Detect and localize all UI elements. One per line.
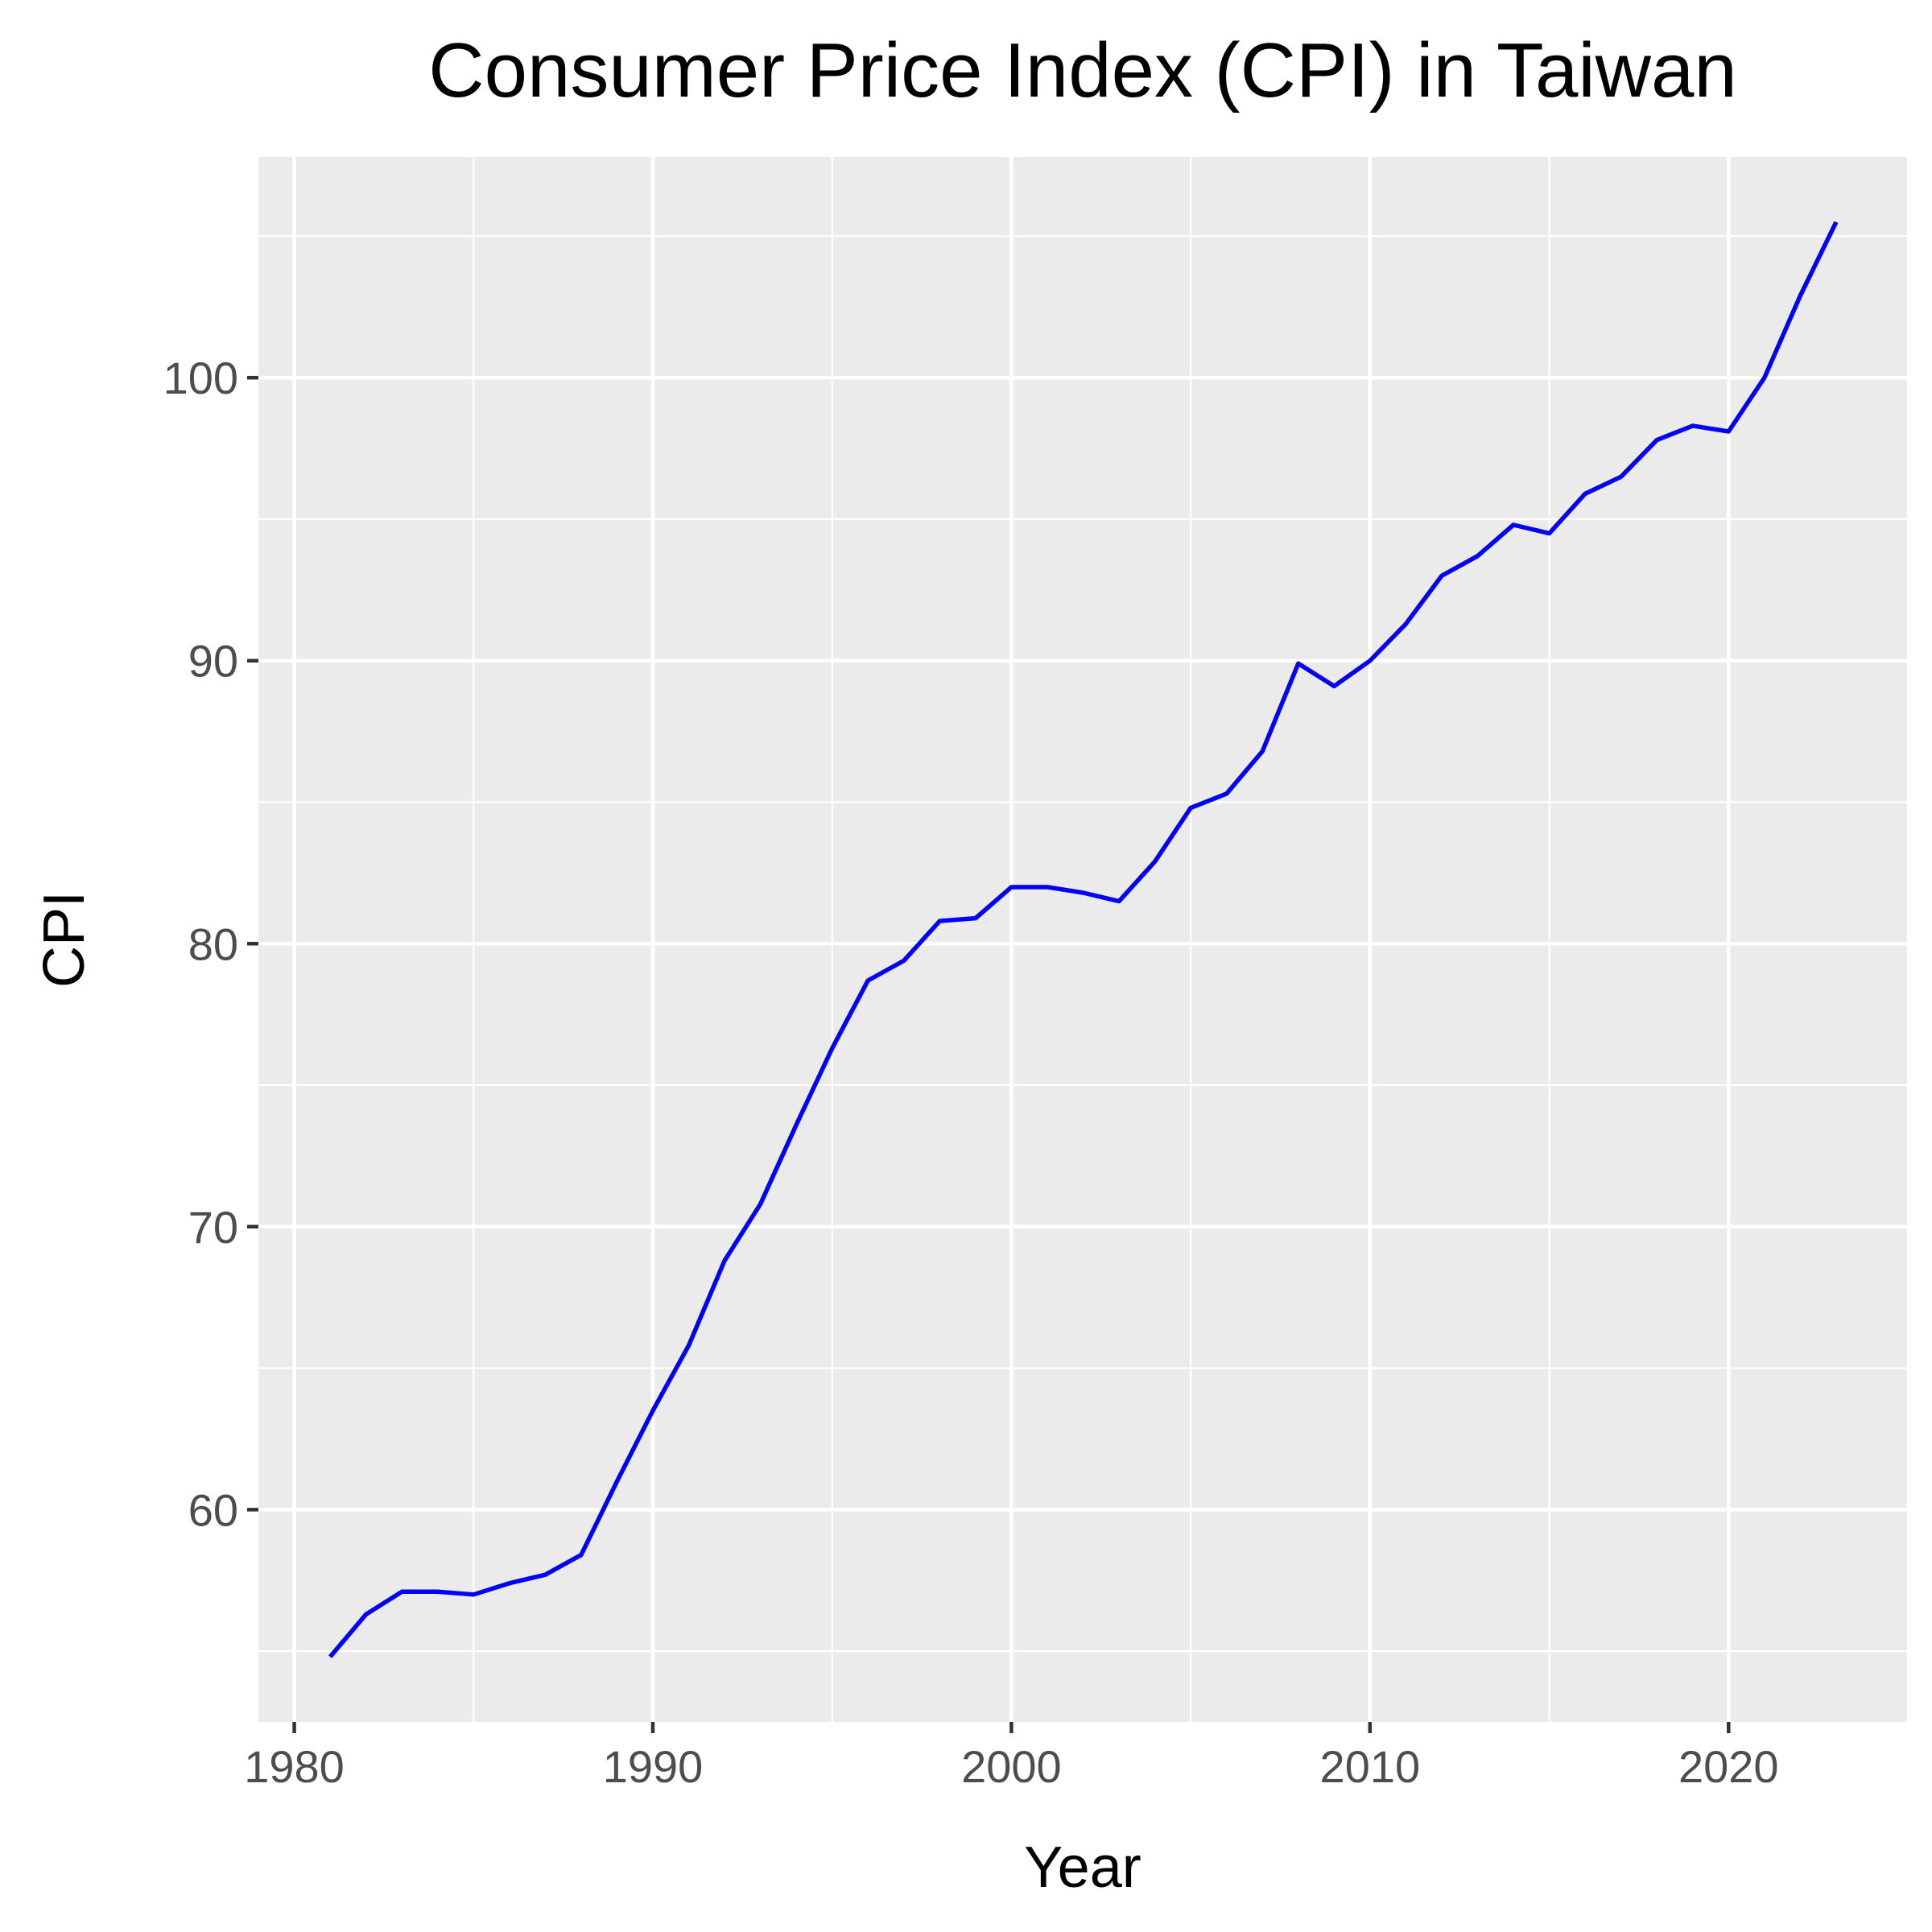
y-axis-title: CPI	[32, 891, 97, 988]
chart-title: Consumer Price Index (CPI) in Taiwan	[428, 27, 1737, 114]
cpi-data-point	[794, 1122, 799, 1127]
cpi-data-point	[1690, 423, 1695, 428]
cpi-data-point	[758, 1202, 763, 1207]
cpi-data-point	[1045, 885, 1050, 890]
cpi-data-point	[471, 1592, 476, 1597]
cpi-series-line	[328, 221, 1839, 1658]
major-gridlines	[258, 157, 1908, 1722]
cpi-data-point	[1296, 661, 1301, 666]
x-tick-label: 2020	[1678, 1741, 1779, 1792]
cpi-data-point	[902, 958, 906, 963]
cpi-data-point	[722, 1258, 727, 1263]
cpi-data-point	[1654, 438, 1659, 443]
y-tick-label: 90	[188, 636, 238, 687]
cpi-data-point	[973, 916, 978, 921]
cpi-data-point	[1726, 429, 1731, 434]
series-layer	[328, 220, 1839, 1659]
cpi-data-point	[1188, 806, 1193, 811]
cpi-data-point	[1798, 293, 1802, 298]
cpi-data-point	[1153, 859, 1158, 864]
cpi-data-point	[650, 1408, 655, 1413]
cpi-data-point	[614, 1479, 619, 1484]
x-axis-title: Year	[1024, 1835, 1141, 1900]
cpi-data-point	[1260, 749, 1265, 753]
cpi-data-point	[1583, 491, 1587, 496]
cpi-data-point	[1331, 683, 1336, 688]
y-tick-label: 70	[188, 1202, 238, 1253]
cpi-data-point	[1403, 621, 1408, 626]
cpi-data-point	[865, 978, 870, 983]
cpi-data-point	[1762, 375, 1767, 380]
y-tick-label: 100	[163, 353, 238, 403]
cpi-data-point	[364, 1612, 369, 1616]
cpi-data-point	[1834, 220, 1839, 225]
cpi-data-point	[1009, 885, 1013, 890]
cpi-data-point	[1547, 531, 1552, 536]
cpi-data-point	[1117, 899, 1121, 904]
plot-panel	[258, 157, 1908, 1722]
cpi-data-point	[1081, 890, 1086, 895]
cpi-data-point	[1224, 791, 1229, 796]
x-tick-label: 1980	[244, 1741, 345, 1792]
x-tick-label: 1990	[603, 1741, 704, 1792]
cpi-data-point	[830, 1046, 835, 1051]
cpi-data-point	[1439, 573, 1444, 578]
cpi-data-point	[1475, 554, 1480, 559]
cpi-data-point	[687, 1343, 691, 1348]
cpi-data-point	[436, 1589, 440, 1594]
minor-gridlines	[258, 157, 1909, 1722]
y-tick-label: 60	[188, 1484, 238, 1535]
y-tick-label: 80	[188, 919, 238, 969]
cpi-data-point	[399, 1589, 404, 1594]
cpi-data-point	[1511, 522, 1516, 527]
cpi-data-point	[328, 1654, 332, 1659]
x-tick-label: 2000	[961, 1741, 1062, 1792]
x-axis: 1980 1990 2000 2010 2020	[244, 1722, 1779, 1792]
cpi-data-point	[543, 1572, 547, 1577]
cpi-data-point	[1619, 474, 1624, 479]
x-tick-label: 2010	[1320, 1741, 1421, 1792]
cpi-data-point	[507, 1581, 512, 1586]
cpi-data-point	[1368, 658, 1373, 663]
cpi-data-point	[579, 1553, 584, 1558]
y-axis: 60 70 80 90 100	[163, 353, 258, 1535]
cpi-data-point	[937, 919, 942, 923]
